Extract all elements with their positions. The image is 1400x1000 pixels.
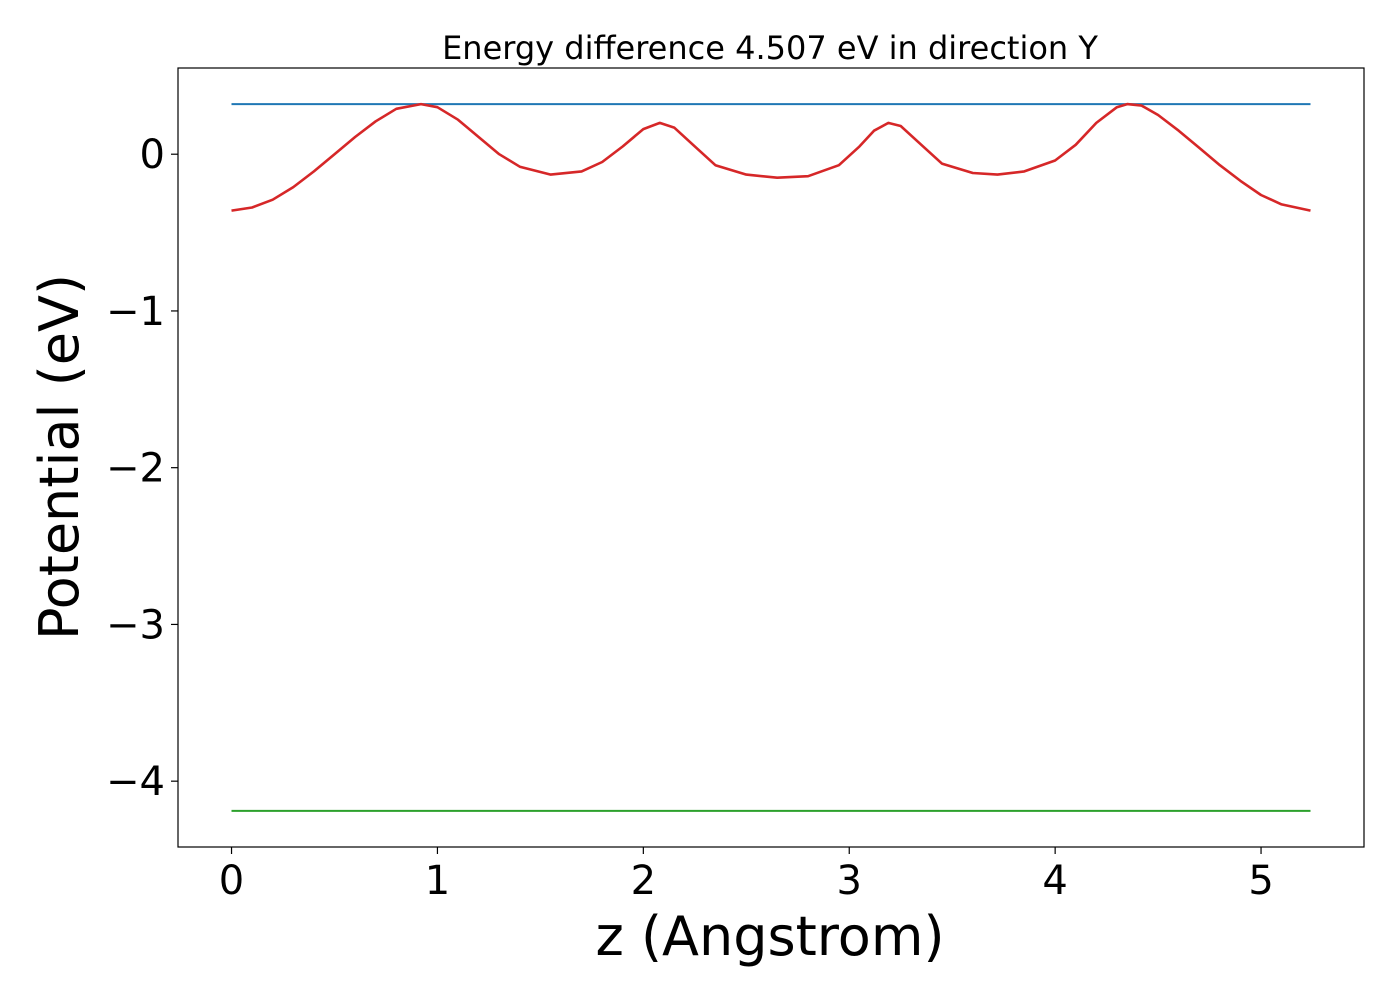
x-tick-label: 5 (1248, 858, 1273, 904)
x-axis-label: z (Angstrom) (595, 905, 944, 968)
y-tick-label: −4 (106, 759, 165, 805)
y-axis-ticks: 0 −1 −2 −3 −4 (106, 132, 178, 805)
y-tick-label: −1 (106, 289, 165, 335)
x-tick-label: 2 (631, 858, 656, 904)
chart-title: Energy difference 4.507 eV in direction … (442, 29, 1098, 67)
plot-area (231, 102, 1311, 812)
x-tick-label: 1 (425, 858, 450, 904)
x-axis-ticks: 0 1 2 3 4 5 (219, 847, 1274, 904)
x-tick-label: 0 (219, 858, 244, 904)
y-axis-label: Potential (eV) (28, 274, 91, 640)
series-line-2 (231, 102, 1311, 212)
x-tick-label: 4 (1042, 858, 1067, 904)
y-tick-label: −3 (106, 602, 165, 648)
x-tick-label: 3 (837, 858, 862, 904)
y-tick-label: −2 (106, 446, 165, 492)
plot-frame (177, 67, 1365, 848)
y-tick-label: 0 (140, 132, 165, 178)
